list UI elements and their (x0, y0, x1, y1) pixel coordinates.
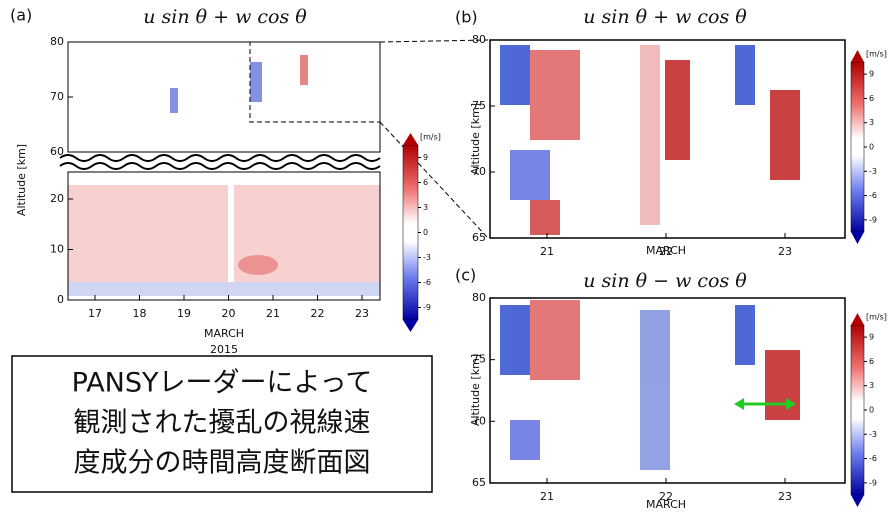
zoom-line (379, 121, 489, 239)
x-axis-label: MARCH (646, 498, 686, 511)
y-axis-label: Altitude [km] (15, 144, 28, 216)
colorbar-tick-label: 9 (869, 333, 874, 342)
y-tick-label: 0 (57, 293, 64, 306)
colorbar-end (851, 232, 864, 244)
panel-title: u sin θ + w cos θ (583, 6, 747, 28)
year-label: 2015 (210, 343, 238, 356)
y-axis-label: Altitude [km] (469, 354, 482, 426)
zoom-line (379, 39, 489, 43)
colorbar-end (851, 495, 864, 507)
x-tick-label: 17 (88, 307, 102, 320)
y-tick-label: 10 (50, 243, 64, 256)
colorbar-tick-label: -6 (423, 278, 431, 287)
x-tick-label: 22 (659, 245, 673, 258)
panel-label: (b) (455, 8, 478, 27)
y-tick-label: 80 (472, 291, 486, 304)
x-tick-label: 21 (540, 490, 554, 503)
y-tick-label: 65 (472, 476, 486, 489)
caption-line: 観測された擾乱の視線速 (74, 408, 371, 439)
colorbar-end (403, 133, 418, 145)
y-tick-label: 80 (50, 35, 64, 48)
x-axis-label: MARCH (204, 327, 244, 340)
frame-a-upper (67, 41, 381, 153)
x-tick-label: 18 (133, 307, 147, 320)
colorbar-tick-label: -3 (423, 253, 431, 262)
x-axis-label: MARCH (646, 244, 686, 257)
x-tick-label: 19 (177, 307, 191, 320)
x-tick-label: 22 (659, 490, 673, 503)
colorbar (850, 61, 865, 233)
colorbar-tick-label: 0 (423, 228, 428, 237)
panel-label: (c) (455, 266, 476, 285)
colorbar-tick-label: 9 (423, 153, 428, 162)
colorbar-tick-label: 0 (869, 143, 874, 152)
colorbar-tick-label: 3 (869, 118, 874, 127)
panel-title: u sin θ − w cos θ (583, 270, 747, 292)
panel-label: (a) (10, 6, 32, 25)
colorbar-tick-label: 6 (869, 357, 874, 366)
colorbar (850, 324, 865, 496)
zoom-box (249, 41, 381, 123)
field-b (500, 45, 800, 235)
colorbar-unit: [m/s] (420, 133, 441, 142)
y-tick-label: 80 (472, 33, 486, 46)
x-tick-label: 20 (222, 307, 236, 320)
colorbar-end (403, 320, 418, 332)
x-tick-label: 23 (355, 307, 369, 320)
frame-a-lower (67, 171, 381, 301)
colorbar (402, 144, 419, 321)
colorbar-tick-label: -3 (869, 167, 877, 176)
y-tick-label: 60 (50, 145, 64, 158)
y-tick-label: 70 (472, 165, 486, 178)
y-tick-label: 75 (472, 353, 486, 366)
colorbar-tick-label: -9 (869, 478, 877, 487)
y-tick-label: 65 (472, 231, 486, 244)
field-a (68, 55, 380, 296)
colorbar-tick-label: -6 (869, 191, 877, 200)
y-tick-label: 20 (50, 192, 64, 205)
colorbar-tick-label: 9 (869, 70, 874, 79)
panel-title: u sin θ + w cos θ (143, 6, 307, 28)
y-tick-label: 70 (472, 414, 486, 427)
colorbar-end (851, 50, 864, 62)
colorbar-unit: [m/s] (866, 50, 887, 59)
colorbar-end (851, 313, 864, 325)
frame-c (489, 297, 846, 484)
caption-line: PANSYレーダーによって (72, 368, 373, 399)
caption-box (11, 355, 433, 493)
colorbar-unit: [m/s] (866, 313, 887, 322)
x-tick-label: 23 (778, 490, 792, 503)
x-tick-label: 23 (778, 245, 792, 258)
colorbar-tick-label: -9 (423, 303, 431, 312)
colorbar-tick-label: 6 (423, 178, 428, 187)
colorbar-tick-label: 6 (869, 94, 874, 103)
colorbar-tick-label: -3 (869, 430, 877, 439)
frame-b (489, 39, 846, 239)
x-tick-label: 21 (266, 307, 280, 320)
caption-line: 度成分の時間高度断面図 (74, 448, 371, 479)
colorbar-tick-label: -9 (869, 215, 877, 224)
y-axis-label: Altitude [km] (469, 103, 482, 175)
colorbar-tick-label: 3 (869, 381, 874, 390)
x-tick-label: 22 (311, 307, 325, 320)
axis-break (59, 154, 381, 170)
x-tick-label: 21 (540, 245, 554, 258)
colorbar-tick-label: 3 (423, 203, 428, 212)
colorbar-tick-label: 0 (869, 406, 874, 415)
field-c (500, 300, 800, 470)
colorbar-tick-label: -6 (869, 454, 877, 463)
y-tick-label: 70 (50, 90, 64, 103)
y-tick-label: 75 (472, 99, 486, 112)
